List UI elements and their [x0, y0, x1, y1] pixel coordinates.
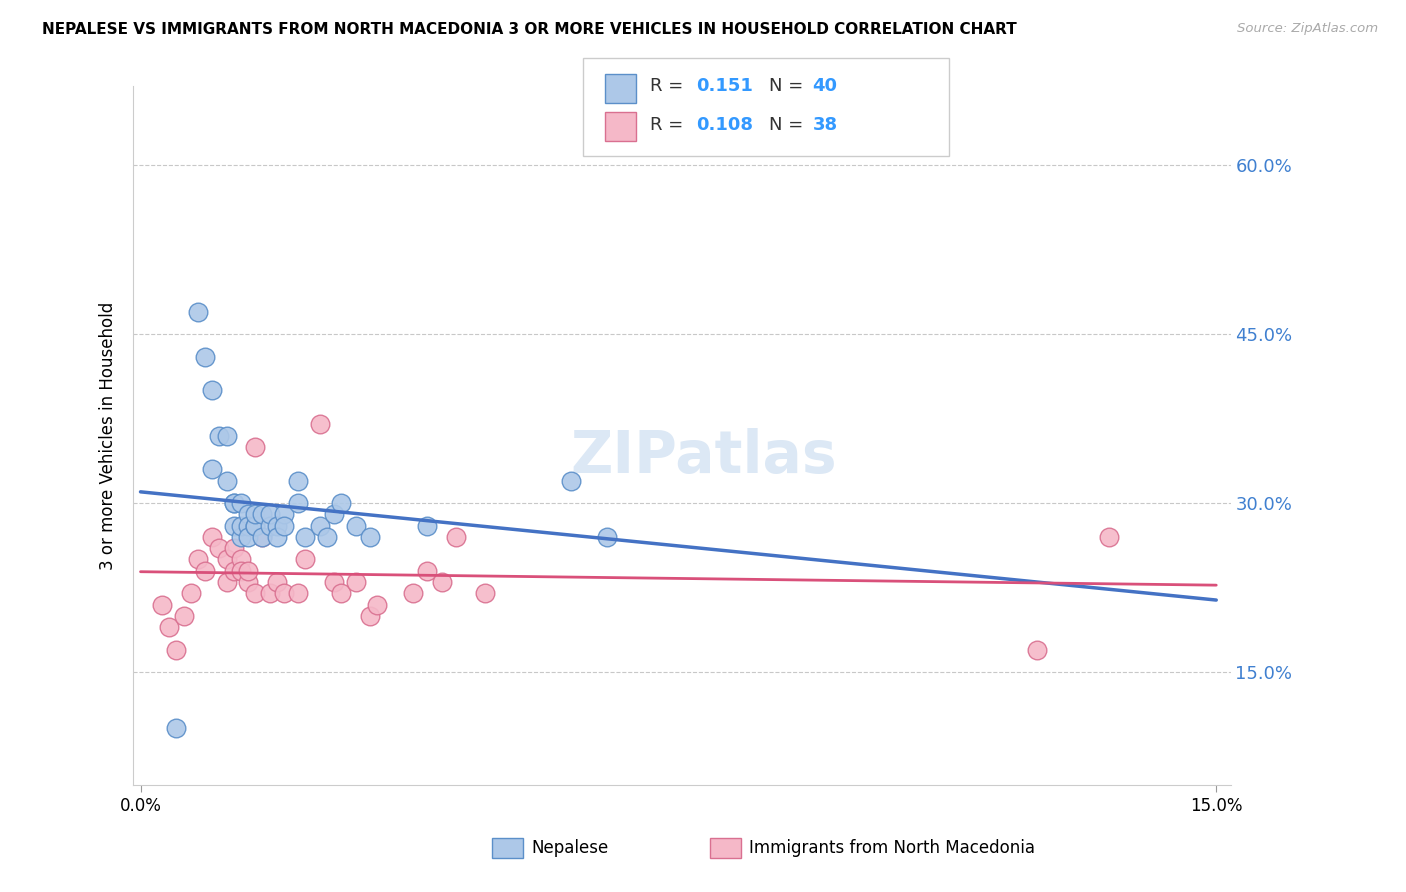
Point	[165, 722, 187, 736]
Point	[229, 552, 252, 566]
Point	[215, 552, 238, 566]
Point	[194, 350, 217, 364]
Point	[252, 508, 274, 522]
Point	[187, 304, 209, 318]
Text: Immigrants from North Macedonia: Immigrants from North Macedonia	[749, 839, 1035, 857]
Point	[180, 586, 202, 600]
Point	[245, 518, 267, 533]
Point	[308, 417, 330, 432]
Point	[150, 598, 173, 612]
Point	[366, 598, 388, 612]
Point	[201, 462, 224, 476]
Point	[266, 518, 288, 533]
Text: ZIPatlas: ZIPatlas	[571, 428, 837, 485]
Point	[165, 642, 187, 657]
Text: 40: 40	[813, 77, 838, 95]
Point	[323, 508, 346, 522]
Point	[252, 530, 274, 544]
Point	[273, 518, 295, 533]
Point	[344, 518, 367, 533]
Point	[259, 508, 281, 522]
Point	[215, 574, 238, 589]
Point	[259, 518, 281, 533]
Point	[323, 574, 346, 589]
Point	[266, 574, 288, 589]
Point	[194, 564, 217, 578]
Text: NEPALESE VS IMMIGRANTS FROM NORTH MACEDONIA 3 OR MORE VEHICLES IN HOUSEHOLD CORR: NEPALESE VS IMMIGRANTS FROM NORTH MACEDO…	[42, 22, 1017, 37]
Text: Source: ZipAtlas.com: Source: ZipAtlas.com	[1237, 22, 1378, 36]
Point	[402, 586, 425, 600]
Point	[236, 508, 259, 522]
Point	[294, 552, 316, 566]
Point	[287, 586, 309, 600]
Point	[344, 574, 367, 589]
Point	[245, 440, 267, 454]
Point	[430, 574, 453, 589]
Point	[222, 564, 245, 578]
Point	[359, 608, 381, 623]
Point	[222, 541, 245, 556]
Point	[187, 552, 209, 566]
Point	[208, 541, 231, 556]
Point	[259, 586, 281, 600]
Text: 0.151: 0.151	[696, 77, 752, 95]
Point	[416, 518, 439, 533]
Point	[236, 574, 259, 589]
Point	[273, 508, 295, 522]
Point	[229, 496, 252, 510]
Point	[222, 496, 245, 510]
Point	[201, 384, 224, 398]
Point	[236, 518, 259, 533]
Y-axis label: 3 or more Vehicles in Household: 3 or more Vehicles in Household	[100, 301, 117, 570]
Point	[308, 518, 330, 533]
Text: 38: 38	[813, 116, 838, 134]
Point	[222, 518, 245, 533]
Point	[215, 428, 238, 442]
Point	[316, 530, 339, 544]
Point	[252, 530, 274, 544]
Point	[273, 586, 295, 600]
Point	[266, 530, 288, 544]
Point	[474, 586, 496, 600]
Point	[416, 564, 439, 578]
Point	[595, 530, 617, 544]
Point	[330, 496, 353, 510]
Point	[208, 428, 231, 442]
Point	[560, 474, 582, 488]
Point	[201, 530, 224, 544]
Point	[229, 530, 252, 544]
Point	[236, 530, 259, 544]
Text: R =: R =	[650, 77, 689, 95]
Point	[359, 530, 381, 544]
Point	[245, 518, 267, 533]
Point	[444, 530, 467, 544]
Point	[236, 564, 259, 578]
Point	[245, 508, 267, 522]
Point	[229, 518, 252, 533]
Point	[173, 608, 195, 623]
Point	[245, 586, 267, 600]
Point	[229, 564, 252, 578]
Text: R =: R =	[650, 116, 689, 134]
Text: N =: N =	[769, 116, 808, 134]
Point	[287, 496, 309, 510]
Point	[294, 530, 316, 544]
Point	[157, 620, 180, 634]
Point	[1026, 642, 1049, 657]
Text: N =: N =	[769, 77, 808, 95]
Point	[1098, 530, 1121, 544]
Point	[215, 474, 238, 488]
Point	[330, 586, 353, 600]
Point	[287, 474, 309, 488]
Point	[222, 496, 245, 510]
Text: Nepalese: Nepalese	[531, 839, 609, 857]
Text: 0.108: 0.108	[696, 116, 754, 134]
